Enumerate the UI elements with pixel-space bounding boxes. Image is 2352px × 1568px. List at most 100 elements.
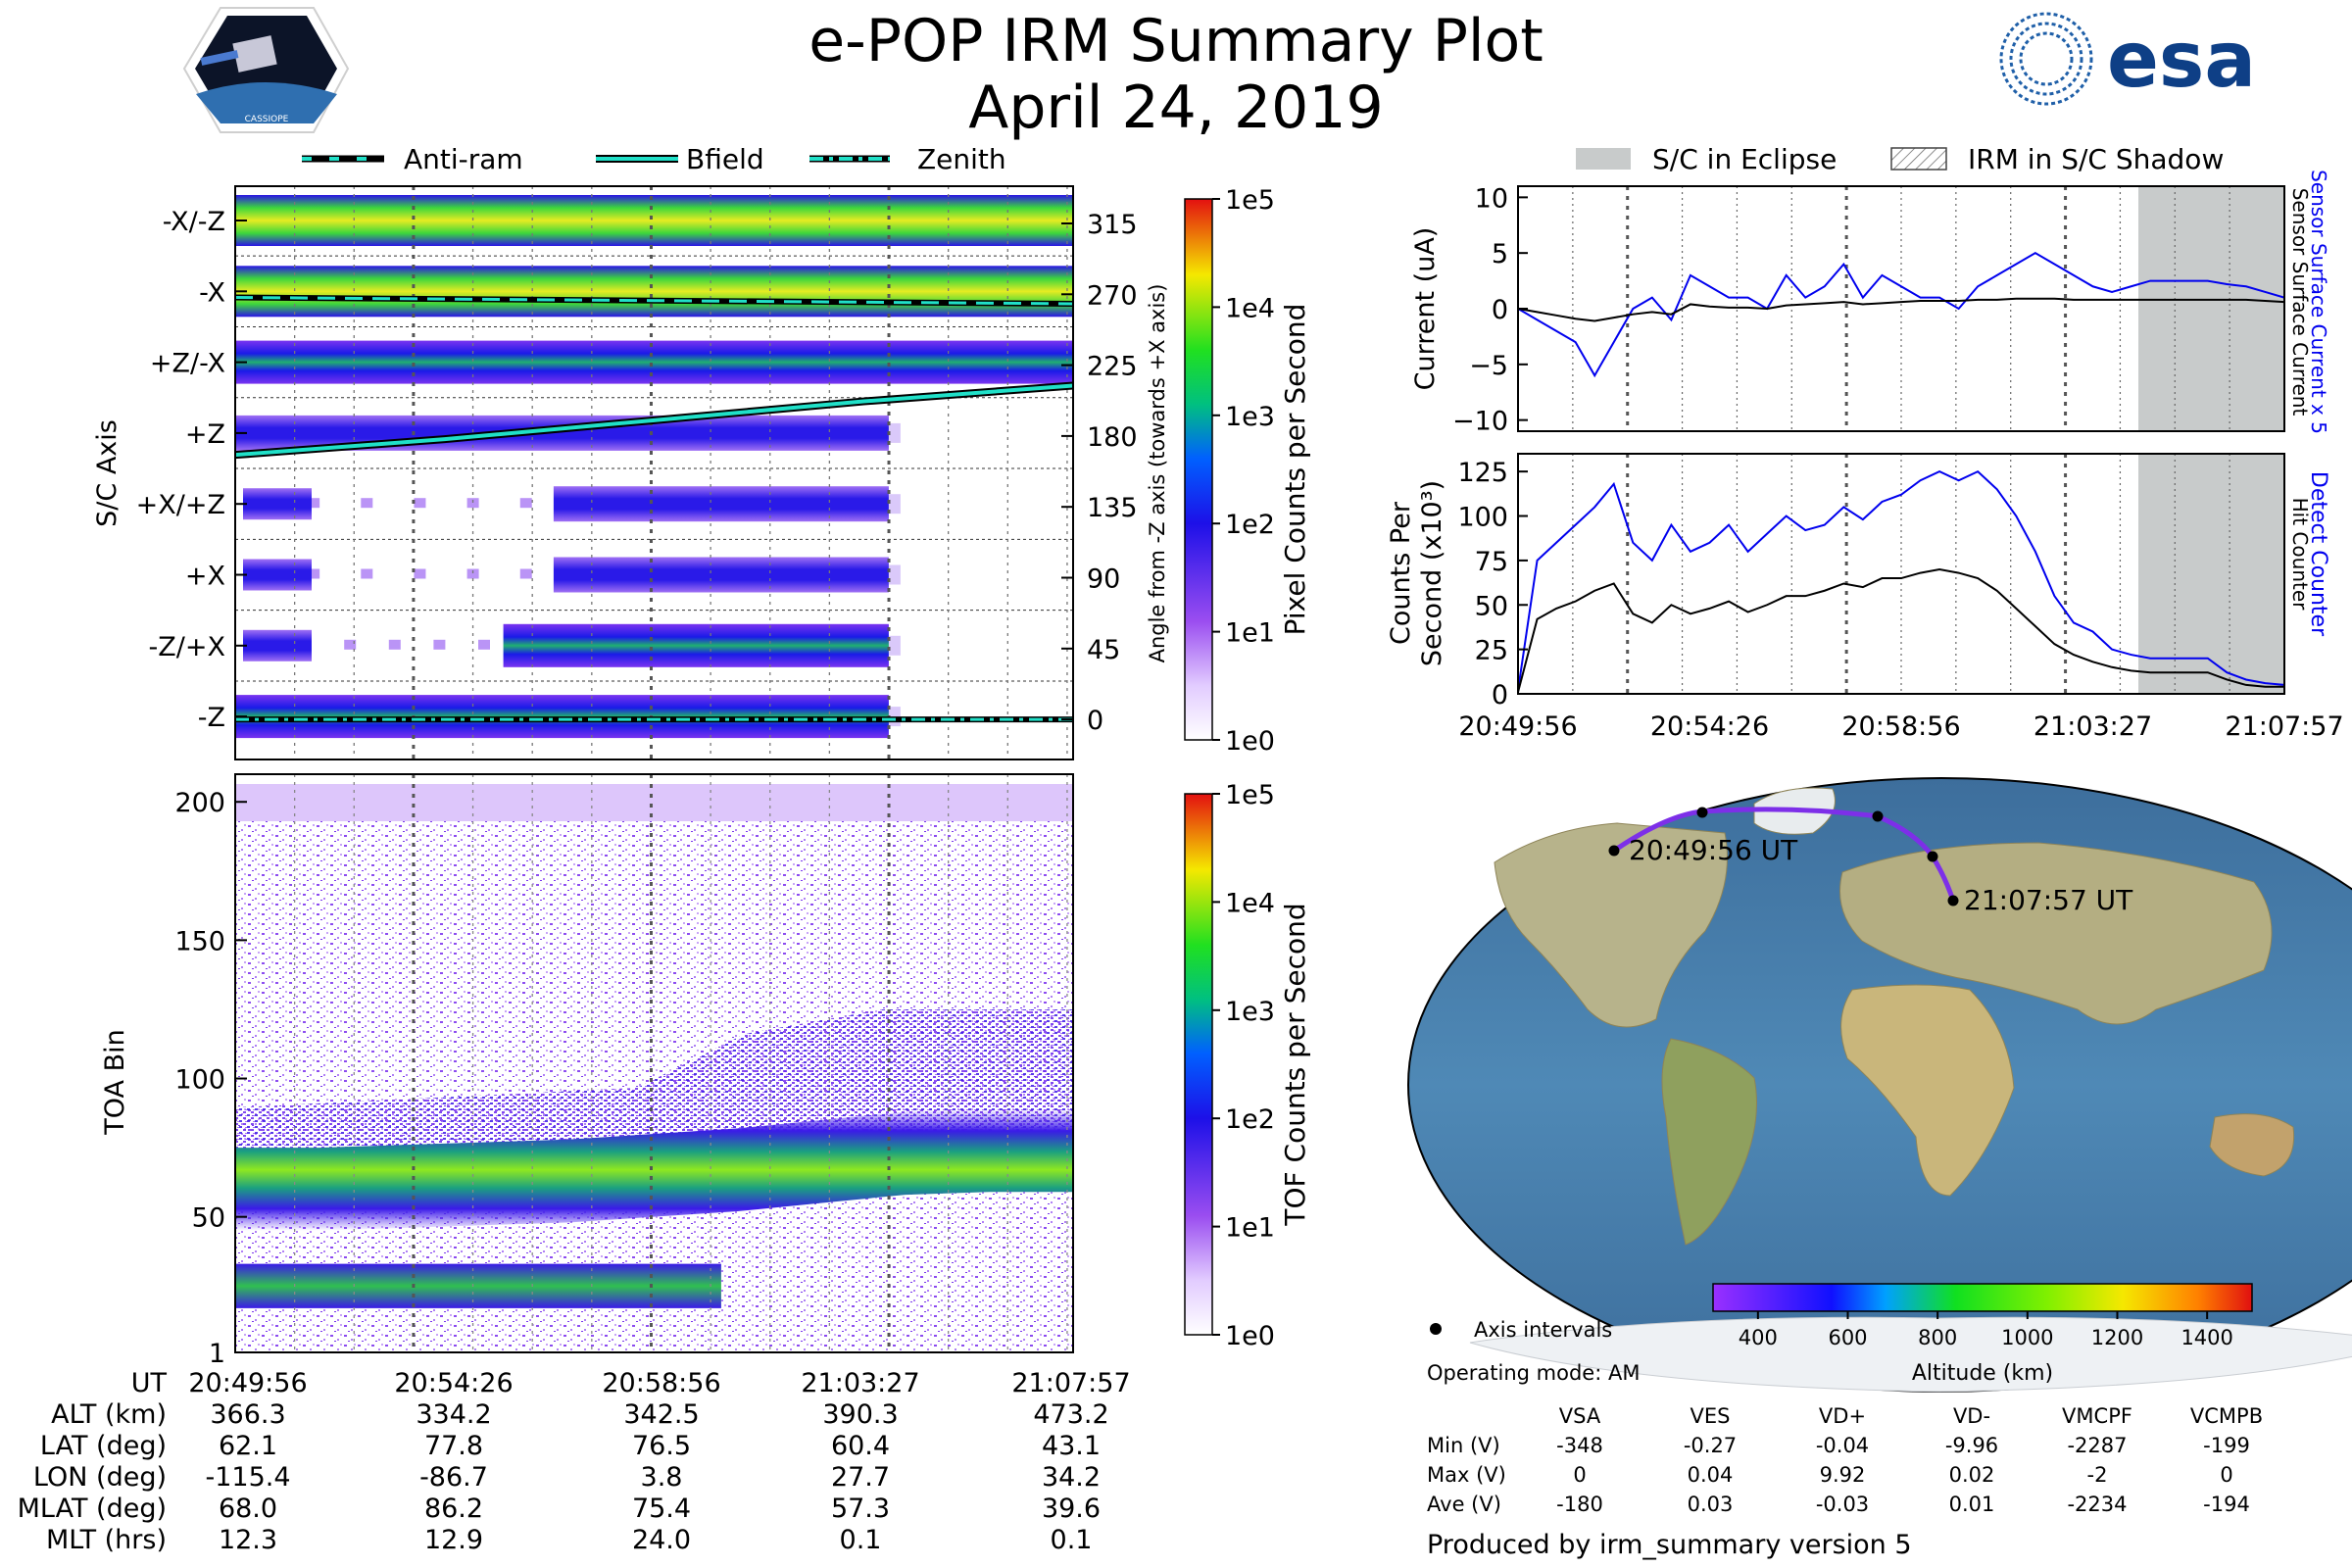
operating-mode: Operating mode: AM	[1427, 1361, 1640, 1385]
ephemeris-cell: 342.5	[623, 1399, 699, 1430]
current-right-label-1: Sensor Surface Current x 5	[2307, 170, 2330, 434]
sc-angle-label: 135	[1087, 493, 1138, 523]
sc-left-segment	[243, 629, 312, 662]
sc-left-segment	[243, 488, 312, 520]
sc-band-fringe	[888, 422, 901, 443]
ephemeris-cell: 12.9	[424, 1525, 483, 1555]
sc-category-label: -Z/+X	[149, 632, 225, 662]
sc-speckle	[308, 568, 320, 579]
voltage-cell: 9.92	[1820, 1463, 1866, 1487]
ephemeris-row-label: MLT (hrs)	[46, 1525, 167, 1555]
y-tick-label: 0	[1492, 295, 1508, 325]
voltage-table-header: VCMPB	[2190, 1404, 2263, 1428]
voltage-cell: -9.96	[1945, 1434, 1998, 1457]
sc-angle-label: 45	[1087, 635, 1120, 665]
pixel-colorbar-label: Pixel Counts per Second	[1279, 304, 1311, 636]
toa-band-main	[235, 1108, 1073, 1231]
voltage-cell: -2287	[2067, 1434, 2127, 1457]
colorbar-tick-label: 1e1	[1225, 1213, 1275, 1244]
altitude-label: Altitude (km)	[1912, 1361, 2053, 1386]
sc-angle-label: 0	[1087, 706, 1103, 736]
altitude-tick-label: 1200	[2091, 1326, 2143, 1349]
ephemeris-cell: 20:58:56	[602, 1368, 720, 1398]
ephemeris-cell: 43.1	[1042, 1431, 1101, 1461]
esa-logo-text: esa	[2107, 17, 2256, 105]
y-tick-label: −10	[1452, 407, 1508, 437]
x-tick-label: 21:07:57	[2225, 711, 2343, 742]
sc-axis-frame	[234, 185, 1074, 760]
sc-category-label: +X/+Z	[136, 490, 225, 520]
orbit-markers	[1608, 807, 1959, 906]
voltage-cell: -2234	[2067, 1493, 2127, 1516]
current-ylabel: Current (uA)	[1410, 227, 1441, 391]
sc-axis-right-ticks: 315 270 225 180 135 90 45 0	[1061, 210, 1138, 736]
cassiope-logo: CASSIOPE	[182, 7, 350, 133]
legend-eclipse-label: S/C in Eclipse	[1652, 143, 1837, 175]
sc-speckle	[466, 498, 479, 509]
series-detect-counter	[1518, 469, 2284, 691]
sc-band-fringe	[888, 494, 901, 514]
legend-zenith-label: Zenith	[917, 143, 1006, 175]
sc-band--X	[235, 266, 1073, 318]
ephemeris-cell: 0.1	[840, 1525, 882, 1555]
sc-band-+X/+Z	[553, 486, 889, 522]
ephemeris-cell: 21:03:27	[801, 1368, 919, 1398]
sc-category-label: +Z	[185, 419, 225, 450]
sc-axis-ylabel: S/C Axis	[92, 419, 122, 527]
counts-ylabel-line1: Counts Per	[1386, 501, 1416, 645]
sc-category-label: -Z	[198, 703, 225, 733]
legend-eclipse: S/C in Eclipse	[1576, 143, 1837, 175]
ephemeris-cell: 39.6	[1042, 1494, 1101, 1524]
voltage-row-label: Min (V)	[1427, 1434, 1500, 1457]
pixel-counts-colorbar: 1e0 1e1 1e2 1e3 1e4 1e5 Pixel Counts per Seco…	[1184, 185, 1311, 757]
altitude-tick-label: 800	[1918, 1326, 1957, 1349]
legend-shadow-label: IRM in S/C Shadow	[1968, 143, 2224, 175]
toa-frame	[234, 773, 1074, 1353]
ephemeris-cell: 62.1	[219, 1431, 277, 1461]
tof-colorbar-label: TOF Counts per Second	[1279, 903, 1311, 1226]
orbit-end-label: 21:07:57 UT	[1964, 884, 2133, 916]
voltage-cell: 0.04	[1688, 1463, 1734, 1487]
ephemeris-row-label: ALT (km)	[51, 1399, 167, 1430]
series-sensor-surface-current-x-5	[1518, 252, 2284, 378]
toa-tick-label: 1	[209, 1339, 225, 1369]
altitude-tick-label: 1000	[2001, 1326, 2053, 1349]
sc-speckle	[519, 568, 532, 579]
counts-right-label-2: Hit Counter	[2288, 498, 2312, 611]
esa-logo: esa	[1999, 12, 2256, 106]
orbit-marker-2	[1696, 807, 1708, 818]
ephemeris-row-label: MLAT (deg)	[18, 1494, 167, 1524]
colorbar-tick-label: 1e4	[1225, 293, 1275, 323]
voltage-cell: 0.02	[1949, 1463, 1995, 1487]
sc-speckle	[388, 639, 401, 650]
page-title: e-POP IRM Summary Plot	[808, 7, 1544, 75]
toa-tick-label: 150	[174, 926, 225, 956]
page-date: April 24, 2019	[968, 74, 1384, 142]
y-tick-label: −5	[1469, 351, 1508, 381]
sc-band-+Z/-X	[235, 340, 1073, 384]
sc-category-label: -X	[199, 277, 225, 308]
legend-bfield: Bfield	[596, 143, 764, 175]
toa-grid	[234, 774, 1068, 1352]
axis-interval-marker	[1430, 1323, 1442, 1335]
ephemeris-cell: 366.3	[210, 1399, 285, 1430]
orbit-marker-end	[1947, 895, 1959, 906]
ephemeris-cell: -86.7	[419, 1462, 488, 1493]
current-right-label-2: Sensor Surface Current	[2288, 188, 2312, 416]
ephemeris-cell: -115.4	[205, 1462, 290, 1493]
colorbar-tick-label: 1e2	[1225, 510, 1275, 540]
current-eclipse-region	[2138, 186, 2284, 431]
colorbar-tick-label: 1e3	[1225, 402, 1275, 432]
counts-frame	[1517, 453, 2285, 695]
sc-band-fringe	[888, 564, 901, 585]
counts-ylabel-line2: Second (x10³)	[1417, 480, 1447, 666]
legend-shadow: IRM in S/C Shadow	[1890, 143, 2224, 175]
sc-category-label: +X	[185, 562, 225, 592]
toa-tick-label: 200	[174, 788, 225, 818]
legend-bfield-label: Bfield	[686, 143, 764, 175]
altitude-tick-label: 400	[1739, 1326, 1778, 1349]
voltage-table-header: VES	[1690, 1404, 1731, 1428]
current-ticks: 10 5 0 −5 −10	[1452, 183, 1528, 437]
counts-ticks: 125 100 75 50 25 020:49:56 20:54:26 20:58:56 21:…	[1457, 458, 2343, 742]
